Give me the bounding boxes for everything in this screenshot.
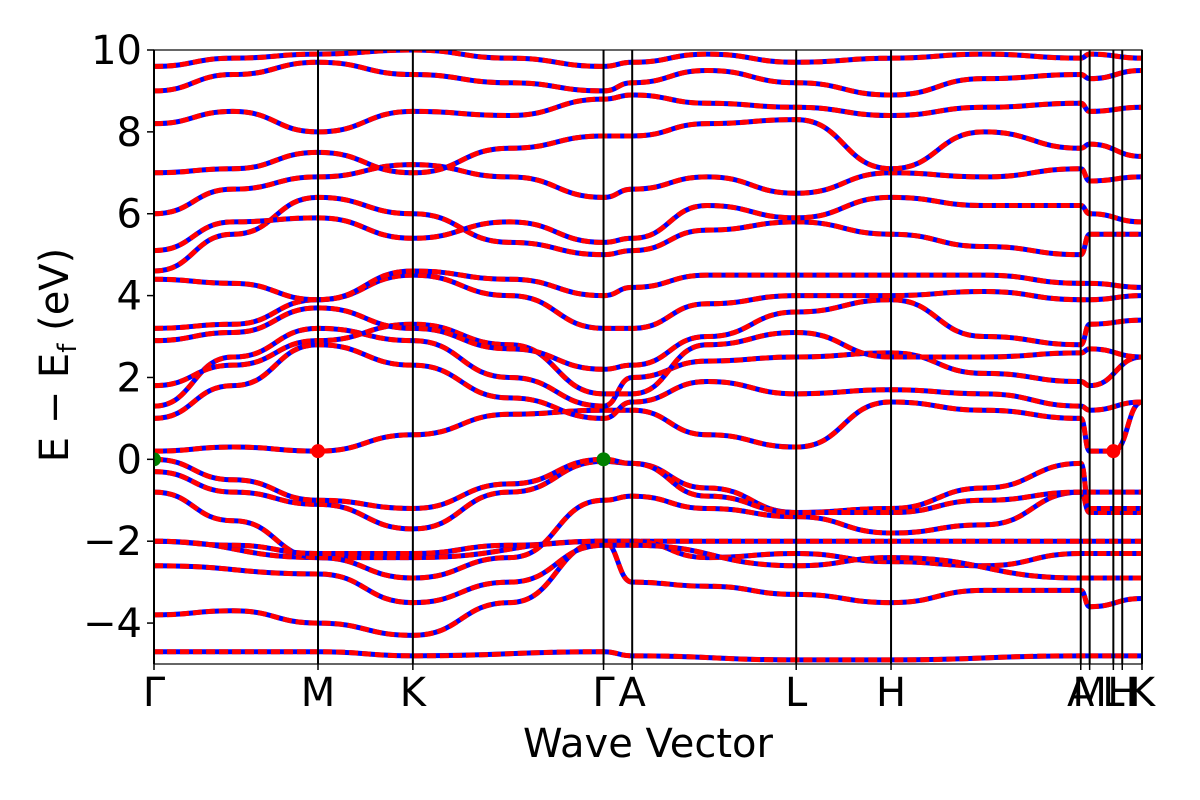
band-12-spin-up bbox=[154, 321, 1142, 397]
band-2-spin-up bbox=[154, 538, 1142, 638]
band-22-spin-up bbox=[154, 50, 1142, 69]
band-20-spin-down bbox=[154, 92, 1142, 135]
band-20-spin-up bbox=[154, 92, 1142, 135]
band-21-spin-up bbox=[154, 59, 1142, 98]
band-1-spin-up bbox=[154, 649, 1142, 663]
band-3-spin-up bbox=[154, 538, 1142, 610]
x-tick-label-8: A bbox=[1067, 670, 1095, 716]
y-tick-label-8: −4 bbox=[83, 601, 142, 647]
x-tick-label-2: M bbox=[301, 670, 336, 716]
bands-layer bbox=[154, 50, 1142, 663]
y-axis-label-main: E − E bbox=[32, 353, 78, 463]
band-18-spin-up bbox=[154, 162, 1142, 217]
x-tick-label-1: Γ bbox=[143, 670, 166, 716]
plot-frame bbox=[153, 49, 1143, 665]
y-axis-label-subscript: f bbox=[53, 343, 83, 353]
x-tick-label-4: Γ bbox=[592, 670, 615, 716]
band-14-spin-down bbox=[154, 272, 1142, 331]
cbm-marker-2 bbox=[1106, 444, 1121, 459]
y-tick-label-6: 0 bbox=[117, 437, 142, 483]
vbm-marker-2 bbox=[596, 452, 611, 467]
x-tick-label-12: K bbox=[1129, 670, 1157, 716]
y-tick-label-4: 4 bbox=[117, 274, 142, 320]
cbm-marker-1 bbox=[311, 444, 326, 459]
x-tick-label-9: M bbox=[1072, 670, 1107, 716]
y-axis-label-unit: (eV) bbox=[32, 248, 78, 344]
y-tick-label-3: 6 bbox=[117, 192, 142, 238]
x-tick-label-3: K bbox=[400, 670, 428, 716]
x-tick-label-10: L bbox=[1102, 670, 1125, 716]
band-19-spin-up bbox=[154, 117, 1142, 176]
y-tick-label-5: 2 bbox=[117, 355, 142, 401]
band-17-spin-up bbox=[154, 194, 1142, 254]
band-5-spin-up bbox=[154, 458, 1142, 532]
vbm-marker-1 bbox=[154, 452, 161, 467]
band-6-spin-up bbox=[154, 456, 1142, 516]
band-15-spin-up bbox=[154, 268, 1142, 303]
y-tick-label-2: 8 bbox=[117, 110, 142, 156]
x-tick-label-11: H bbox=[1107, 670, 1137, 716]
x-tick-label-5: A bbox=[619, 670, 647, 716]
extrema-markers bbox=[154, 444, 1121, 467]
band-13-spin-up bbox=[154, 297, 1142, 372]
x-tick-label-6: L bbox=[785, 670, 808, 716]
x-tick-label-7: H bbox=[876, 670, 906, 716]
y-axis-ticks: 10 8 6 4 2 0 −2 −4 bbox=[83, 28, 154, 647]
band-17-spin-down bbox=[154, 194, 1142, 254]
y-tick-label-1: 10 bbox=[91, 28, 142, 74]
x-axis-label: Wave Vector bbox=[523, 721, 774, 767]
band-4-spin-up bbox=[154, 489, 1142, 581]
band-19-spin-down bbox=[154, 117, 1142, 176]
y-axis-label: E − Ef (eV) bbox=[32, 248, 83, 463]
y-tick-label-7: −2 bbox=[83, 519, 142, 565]
band-9-spin-up bbox=[154, 399, 1142, 454]
